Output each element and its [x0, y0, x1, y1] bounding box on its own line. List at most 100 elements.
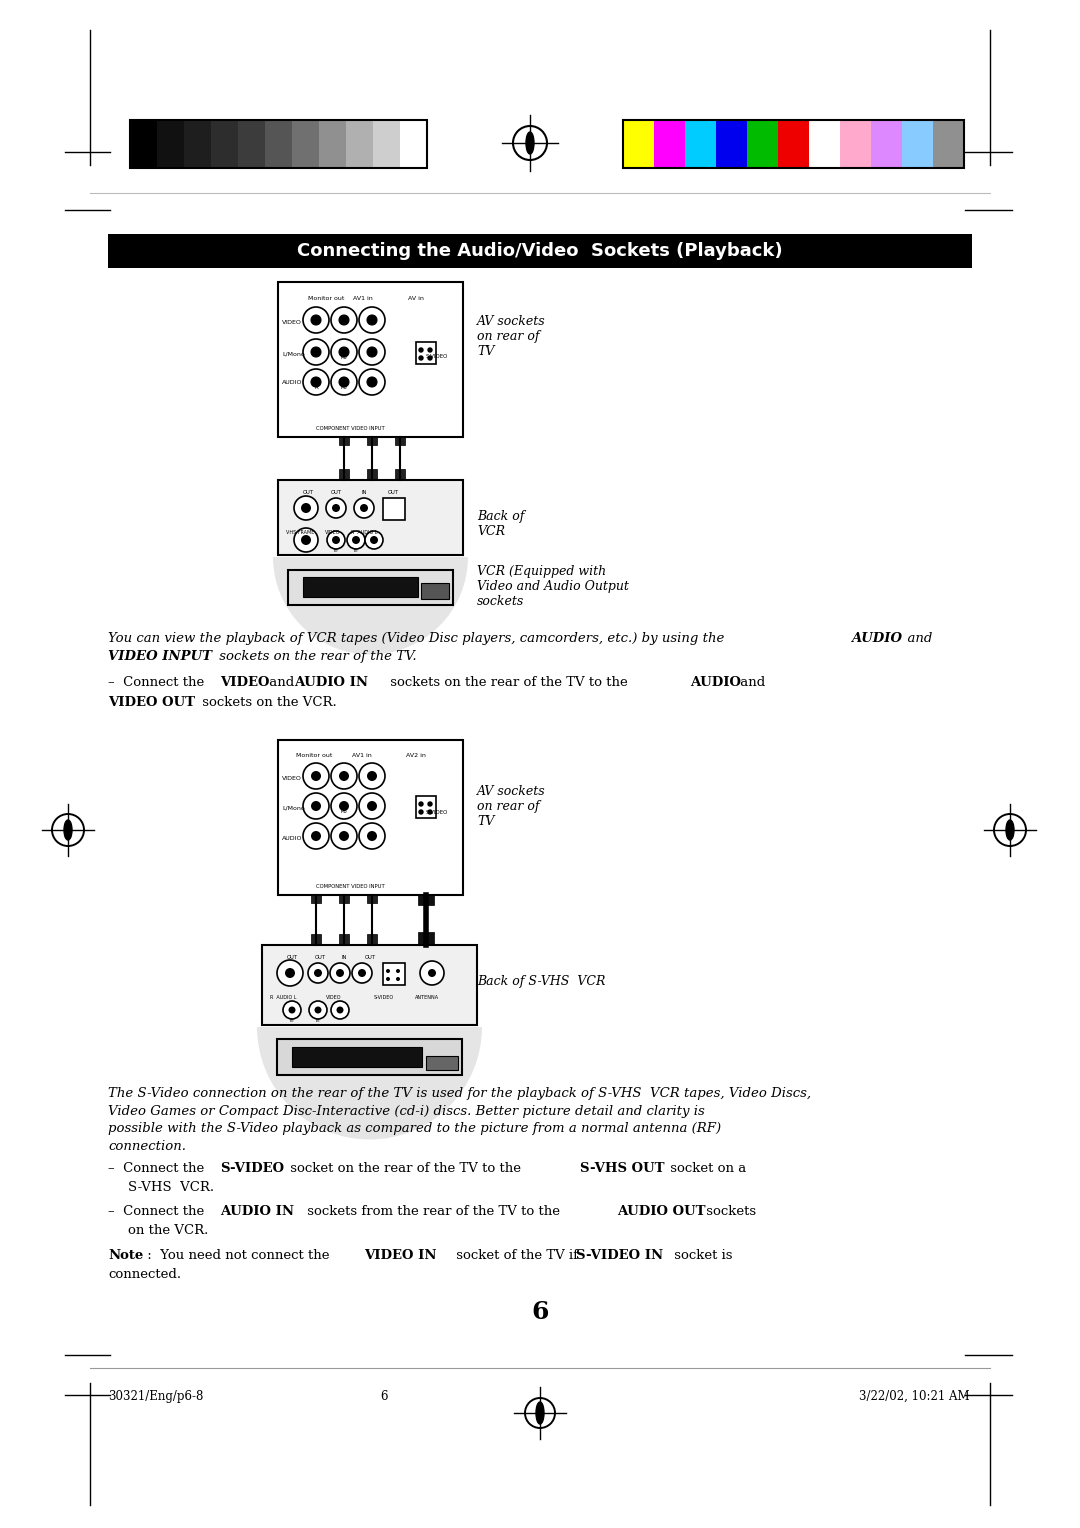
Bar [108, 234, 972, 267]
Text: L/Mono: L/Mono [282, 805, 305, 810]
Text: S-VIDEO: S-VIDEO [374, 995, 394, 999]
Circle shape [360, 504, 368, 512]
Text: S-VIDEO: S-VIDEO [426, 810, 448, 816]
Bar [623, 121, 654, 168]
Text: S-VIDEO: S-VIDEO [220, 1161, 284, 1175]
Bar [395, 469, 405, 481]
Bar [870, 121, 902, 168]
Text: VIDEO: VIDEO [282, 319, 302, 324]
Circle shape [339, 801, 349, 811]
Text: IN: IN [341, 955, 347, 960]
Text: sockets on the rear of the TV to the: sockets on the rear of the TV to the [386, 675, 632, 689]
Text: AV sockets
on rear of
TV: AV sockets on rear of TV [477, 315, 545, 358]
Circle shape [311, 377, 321, 387]
Text: in: in [334, 549, 338, 553]
Circle shape [365, 532, 383, 549]
Text: AUDIO IN: AUDIO IN [220, 1206, 294, 1218]
Bar [840, 121, 870, 168]
Text: :  You need not connect the: : You need not connect the [143, 1248, 334, 1262]
Bar [130, 121, 427, 168]
Bar [211, 121, 238, 168]
Text: AUDIO IN: AUDIO IN [294, 675, 368, 689]
Circle shape [339, 772, 349, 781]
Text: AUDIO: AUDIO [282, 379, 302, 385]
Text: –  Connect the: – Connect the [108, 675, 208, 689]
Bar [395, 437, 405, 445]
Circle shape [303, 307, 329, 333]
Text: VIDEO: VIDEO [282, 776, 302, 781]
Circle shape [339, 377, 349, 387]
Circle shape [301, 503, 311, 513]
Circle shape [303, 824, 329, 850]
Bar [303, 578, 418, 597]
Circle shape [359, 368, 384, 396]
Circle shape [419, 810, 423, 814]
Circle shape [330, 339, 357, 365]
Text: OUT: OUT [302, 490, 313, 495]
Text: IN: IN [362, 490, 367, 495]
Circle shape [303, 368, 329, 396]
Bar [400, 121, 427, 168]
Circle shape [367, 801, 377, 811]
Circle shape [330, 963, 350, 983]
Text: ANTENNA: ANTENNA [415, 995, 440, 999]
Bar [426, 1056, 458, 1070]
Text: AUDIO: AUDIO [282, 836, 302, 840]
Text: You can view the playback of VCR tapes (Video Disc players, camcorders, etc.) by: You can view the playback of VCR tapes (… [108, 633, 729, 645]
Text: Back of
VCR: Back of VCR [477, 510, 525, 538]
Circle shape [428, 810, 432, 814]
Ellipse shape [1005, 821, 1014, 840]
Text: Monitor out: Monitor out [296, 753, 333, 758]
Circle shape [386, 976, 390, 981]
Circle shape [330, 824, 357, 850]
Text: socket on a: socket on a [666, 1161, 746, 1175]
Circle shape [339, 347, 349, 358]
Text: 6: 6 [531, 1300, 549, 1323]
Text: connected.: connected. [108, 1268, 181, 1280]
Circle shape [314, 1007, 322, 1013]
Text: VCR (Equipped with
Video and Audio Output
sockets: VCR (Equipped with Video and Audio Outpu… [477, 565, 629, 608]
Circle shape [332, 536, 340, 544]
Text: –  Connect the: – Connect the [108, 1161, 208, 1175]
Circle shape [359, 307, 384, 333]
Bar [311, 895, 321, 903]
Circle shape [311, 801, 321, 811]
Circle shape [370, 536, 378, 544]
Bar [367, 469, 377, 481]
Text: sockets on the VCR.: sockets on the VCR. [198, 695, 337, 709]
Circle shape [367, 315, 377, 325]
Bar [416, 796, 436, 817]
Bar [623, 121, 964, 168]
Text: in: in [315, 1018, 321, 1024]
Ellipse shape [536, 1403, 544, 1424]
Text: Pb: Pb [340, 808, 348, 814]
Circle shape [311, 831, 321, 840]
Circle shape [339, 315, 349, 325]
Wedge shape [273, 558, 468, 654]
Bar [418, 932, 434, 946]
Circle shape [276, 960, 303, 986]
Circle shape [367, 831, 377, 840]
Text: Pb: Pb [340, 354, 348, 361]
Bar [339, 437, 349, 445]
Text: 3/22/02, 10:21 AM: 3/22/02, 10:21 AM [860, 1390, 970, 1403]
Ellipse shape [526, 131, 534, 154]
Circle shape [419, 356, 423, 361]
Text: Connecting the Audio/Video  Sockets (Playback): Connecting the Audio/Video Sockets (Play… [297, 241, 783, 260]
Bar [184, 121, 211, 168]
Circle shape [359, 793, 384, 819]
Text: VIDEO INPUT: VIDEO INPUT [108, 649, 212, 663]
Circle shape [357, 969, 366, 976]
Bar [319, 121, 346, 168]
Circle shape [419, 348, 423, 351]
Circle shape [330, 307, 357, 333]
Text: AUDIO: AUDIO [851, 633, 902, 645]
Circle shape [396, 976, 400, 981]
Bar [339, 895, 349, 903]
Text: R  AUDIO L: R AUDIO L [351, 530, 377, 535]
Circle shape [311, 772, 321, 781]
Wedge shape [257, 1027, 482, 1140]
Bar [367, 437, 377, 445]
Bar [809, 121, 840, 168]
Circle shape [294, 497, 318, 520]
